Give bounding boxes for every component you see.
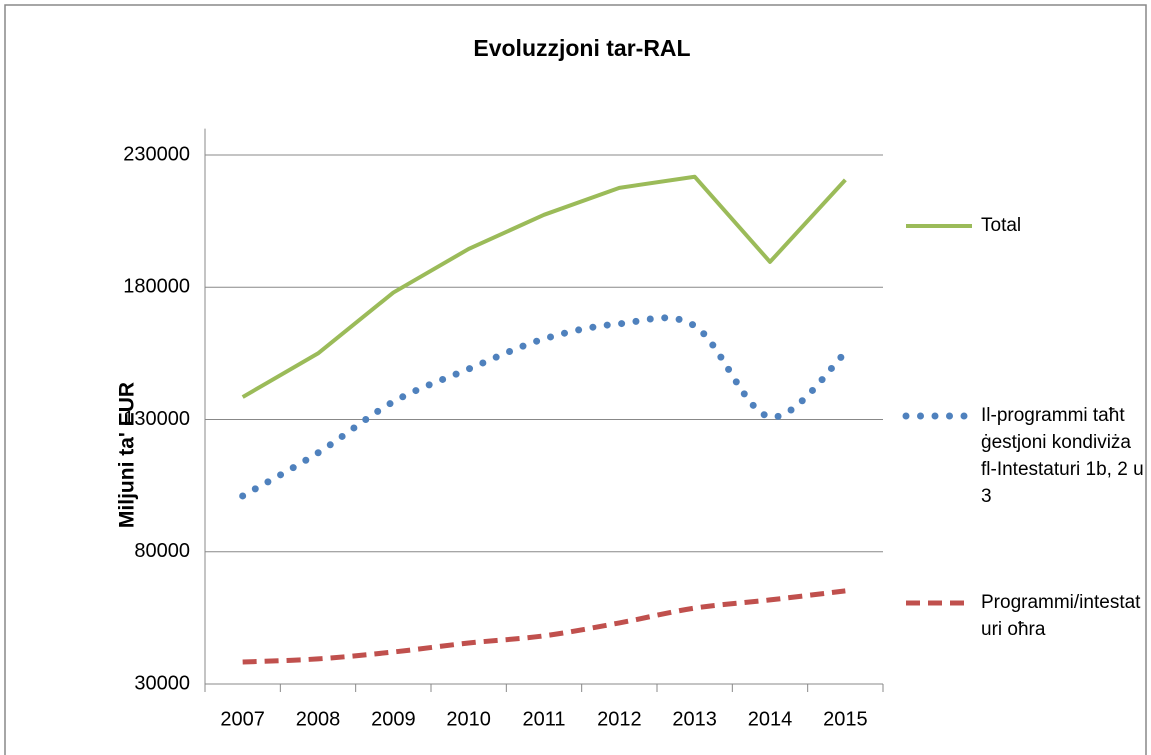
x-tick-label: 2014 xyxy=(748,708,793,730)
series-line xyxy=(239,314,849,500)
chart-frame xyxy=(4,4,1147,755)
legend-label: Il-programmi taħt ġestjoni kondiviża fl-… xyxy=(981,405,1144,507)
x-tick-label: 2012 xyxy=(597,708,642,730)
y-axis-label: Miljuni ta' EUR xyxy=(116,382,139,528)
x-tick-label: 2011 xyxy=(522,708,565,730)
legend-label: Programmi/intestaturi oħra xyxy=(981,592,1141,640)
y-tick-label: 130000 xyxy=(123,408,190,430)
y-tick-label: 180000 xyxy=(123,276,190,298)
x-tick-label: 2008 xyxy=(296,708,341,730)
series-line xyxy=(242,588,846,665)
x-tick-label: 2007 xyxy=(220,708,265,730)
chart-title: Evoluzzjoni tar-RAL xyxy=(473,35,690,61)
legend-label: Total xyxy=(981,215,1022,236)
x-tick-label: 2010 xyxy=(446,708,491,730)
x-tick-label: 2013 xyxy=(672,708,717,730)
series-line xyxy=(241,174,847,399)
y-tick-label: 30000 xyxy=(134,672,190,694)
x-tick-label: 2015 xyxy=(823,708,868,730)
x-tick-label: 2009 xyxy=(371,708,416,730)
y-tick-label: 230000 xyxy=(123,143,190,165)
y-tick-label: 80000 xyxy=(134,540,190,562)
